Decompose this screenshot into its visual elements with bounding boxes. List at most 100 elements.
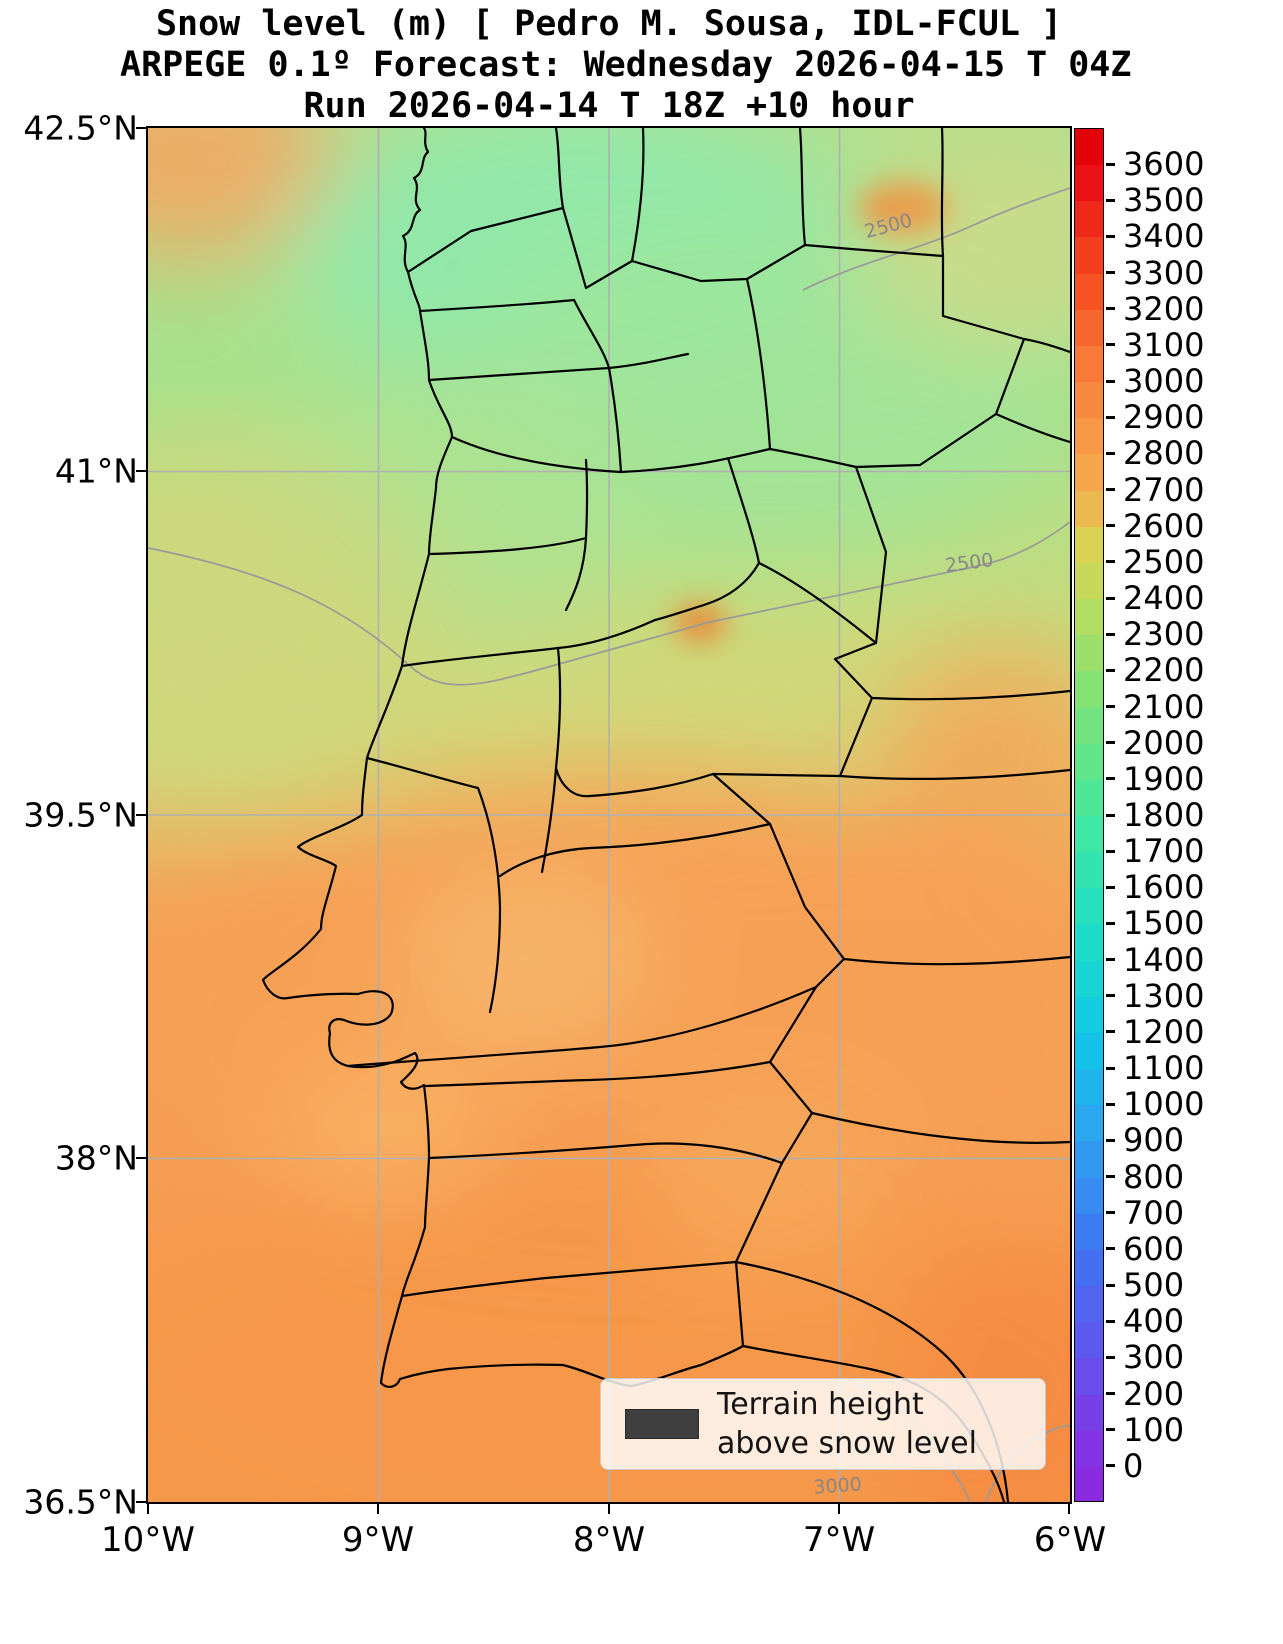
spain-boundary	[842, 955, 1070, 966]
colorbar-tick-label: 0	[1123, 1446, 1144, 1485]
colorbar-tick: 2300	[1106, 618, 1204, 650]
colorbar-tick: 100	[1106, 1414, 1184, 1446]
portugal-spain-border	[406, 206, 1026, 1348]
colorbar-ticks: 3600 3500 3400 3300 3200 3100 3000 2900 2800 2700…	[1106, 128, 1266, 1502]
colorbar-segment	[1075, 273, 1103, 311]
colorbar-tick-mark	[1106, 1102, 1115, 1106]
colorbar-tick-label: 2200	[1123, 651, 1205, 690]
colorbar-tick: 2400	[1106, 582, 1204, 614]
y-tick-label: 42.5°N	[23, 108, 138, 148]
y-tick-mark	[136, 470, 146, 472]
title-line-1: Snow level (m) [ Pedro M. Sousa, IDL-FCU…	[155, 4, 1063, 44]
colorbar-segment	[1075, 707, 1103, 745]
colorbar-segment	[1075, 816, 1103, 853]
spain-boundary	[810, 1111, 1070, 1144]
colorbar-tick-mark	[1106, 668, 1115, 672]
colorbar-tick-label: 200	[1123, 1374, 1185, 1413]
colorbar-tick-label: 300	[1123, 1338, 1185, 1377]
map-svg: 2500 2500 3000	[148, 128, 1070, 1502]
colorbar-segment	[1075, 1358, 1103, 1396]
colorbar-tick: 1000	[1106, 1088, 1204, 1120]
colorbar-tick-label: 1000	[1123, 1085, 1205, 1124]
colorbar-tick-label: 1200	[1123, 1012, 1205, 1051]
colorbar-segment	[1075, 779, 1103, 817]
colorbar-segment	[1075, 852, 1103, 889]
colorbar-tick-mark	[1106, 1319, 1115, 1323]
colorbar-tick: 2200	[1106, 654, 1204, 686]
colorbar-tick-mark	[1106, 1355, 1115, 1359]
colorbar-tick-mark	[1106, 958, 1115, 962]
colorbar-segment	[1075, 996, 1103, 1034]
colorbar	[1074, 128, 1104, 1502]
coastline-portugal	[261, 270, 745, 1389]
colorbar-tick-mark	[1106, 524, 1115, 528]
district-boundary	[498, 822, 772, 878]
colorbar-segment	[1075, 1394, 1103, 1432]
colorbar-tick-label: 1100	[1123, 1049, 1205, 1088]
colorbar-segment	[1075, 960, 1103, 998]
colorbar-tick: 2000	[1106, 727, 1204, 759]
colorbar-tick-mark	[1106, 488, 1115, 492]
colorbar-tick-label: 2800	[1123, 434, 1205, 473]
district-boundary	[418, 298, 576, 313]
x-tick-mark	[147, 1504, 149, 1514]
colorbar-tick: 3600	[1106, 148, 1204, 180]
colorbar-tick-label: 1600	[1123, 868, 1205, 907]
colorbar-segment	[1075, 1249, 1103, 1287]
colorbar-segment	[1075, 1430, 1103, 1468]
contour-2500-ne	[802, 187, 1070, 291]
colorbar-tick: 1400	[1106, 944, 1204, 976]
colorbar-segment	[1075, 1032, 1103, 1070]
y-tick-label: 41°N	[54, 451, 138, 491]
colorbar-tick: 3500	[1106, 184, 1204, 216]
colorbar-segment	[1075, 671, 1103, 709]
y-tick-label: 39.5°N	[23, 795, 138, 835]
colorbar-tick-label: 1900	[1123, 759, 1205, 798]
spain-boundary	[1022, 337, 1070, 354]
colorbar-tick-label: 1500	[1123, 904, 1205, 943]
colorbar-tick: 500	[1106, 1269, 1184, 1301]
colorbar-tick: 3300	[1106, 257, 1204, 289]
colorbar-tick: 1300	[1106, 980, 1204, 1012]
colorbar-tick-label: 1400	[1123, 940, 1205, 979]
colorbar-segment	[1075, 201, 1103, 239]
colorbar-segment	[1075, 418, 1103, 456]
colorbar-tick-label: 1800	[1123, 796, 1205, 834]
colorbar-segment	[1075, 129, 1103, 166]
colorbar-tick-label: 3600	[1123, 145, 1205, 184]
colorbar-segment	[1075, 490, 1103, 528]
colorbar-tick: 0	[1106, 1450, 1143, 1482]
colorbar-tick-label: 2900	[1123, 398, 1205, 437]
map-panel: 2500 2500 3000 Terrain height above snow…	[146, 126, 1072, 1504]
x-tick-label: 10°W	[101, 1520, 195, 1560]
colorbar-tick-mark	[1106, 415, 1115, 419]
y-tick-mark	[136, 127, 146, 129]
colorbar-tick-mark	[1106, 705, 1115, 709]
colorbar-tick-label: 3200	[1123, 289, 1205, 328]
colorbar-tick-label: 1700	[1123, 832, 1205, 871]
legend-swatch-terrain	[625, 1409, 699, 1439]
colorbar-tick-mark	[1106, 741, 1115, 745]
colorbar-tick-label: 3300	[1123, 253, 1205, 292]
colorbar-tick-mark	[1106, 1428, 1115, 1432]
colorbar-segment	[1075, 454, 1103, 492]
colorbar-tick-label: 2000	[1123, 723, 1205, 762]
legend-label: Terrain height above snow level	[717, 1385, 977, 1463]
colorbar-tick-mark	[1106, 307, 1115, 311]
district-boundary	[554, 766, 715, 798]
colorbar-tick: 600	[1106, 1233, 1184, 1265]
colorbar-tick-mark	[1106, 162, 1115, 166]
colorbar-tick: 2500	[1106, 546, 1204, 578]
colorbar-tick: 2100	[1106, 691, 1204, 723]
admin-boundaries	[261, 128, 1070, 1502]
colorbar-segment	[1075, 1286, 1103, 1323]
colorbar-tick-mark	[1106, 1175, 1115, 1179]
y-tick-label: 38°N	[54, 1138, 138, 1178]
colorbar-segment	[1075, 743, 1103, 781]
spain-boundary	[940, 128, 945, 258]
y-tick-mark	[136, 1501, 146, 1503]
colorbar-tick: 1600	[1106, 871, 1204, 903]
colorbar-segment	[1075, 599, 1103, 636]
colorbar-segment	[1075, 165, 1103, 202]
spain-boundary	[798, 128, 807, 247]
